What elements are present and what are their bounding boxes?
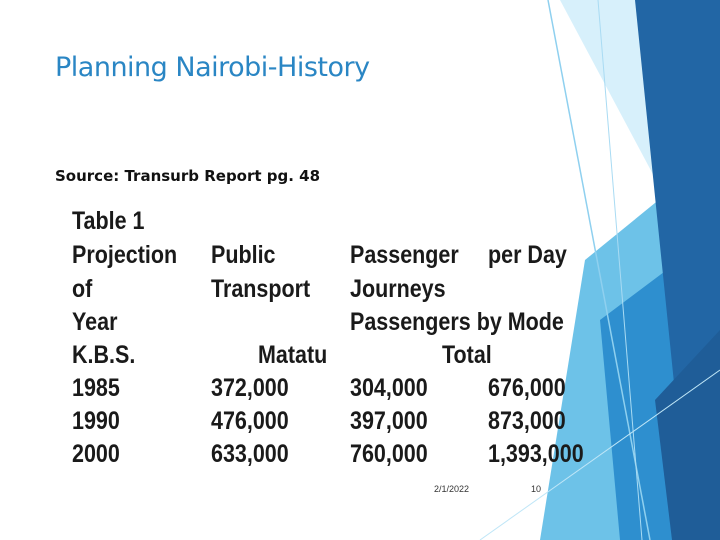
header-cell: Projection [72,241,178,269]
mode-label: Matatu [258,341,328,369]
total-cell: 1,393,000 [488,440,584,468]
total-label: Total [442,341,492,369]
header-cell: Passengers by Mode [350,308,564,336]
year-cell: 1985 [72,374,120,402]
total-cell: 676,000 [488,374,566,402]
accent-line [479,369,720,540]
darker-blue-facet [655,330,720,540]
header-cell: K.B.S. [72,341,136,369]
header-cell: Public [211,241,276,269]
total-cell: 873,000 [488,407,566,435]
year-cell: 1990 [72,407,120,435]
header-cell: Journeys [350,275,446,303]
accent-line [547,0,651,540]
value-cell: 304,000 [350,374,428,402]
footer-date: 2/1/2022 [434,484,470,494]
header-cell: per Day [488,241,567,269]
value-cell: 476,000 [211,407,289,435]
value-cell: 633,000 [211,440,289,468]
value-cell: 372,000 [211,374,289,402]
slide-number: 10 [531,484,542,494]
header-cell: of [72,275,93,303]
header-cell: Passenger [350,241,459,269]
table-caption: Table 1 [72,207,145,235]
value-cell: 397,000 [350,407,428,435]
header-cell: Year [72,308,118,336]
accent-line [597,0,643,540]
year-cell: 2000 [72,440,120,468]
header-cell: Transport [211,275,311,303]
value-cell: 760,000 [350,440,428,468]
slide-title: Planning Nairobi-History [55,52,370,83]
source-citation: Source: Transurb Report pg. 48 [55,167,321,185]
